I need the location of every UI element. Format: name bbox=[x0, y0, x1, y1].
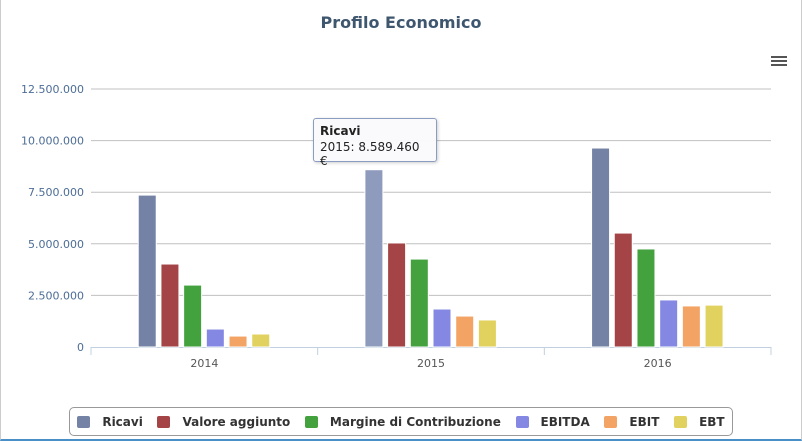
tooltip-series: Ricavi bbox=[320, 124, 361, 138]
legend-label: Margine di Contribuzione bbox=[329, 414, 501, 429]
legend-label: Ricavi bbox=[102, 414, 143, 429]
x-tick-label: 2016 bbox=[644, 357, 672, 370]
bar-ebt-2014[interactable] bbox=[251, 333, 271, 348]
legend-item[interactable]: Ricavi bbox=[77, 415, 143, 429]
legend-item[interactable]: EBITDA bbox=[515, 414, 590, 429]
y-tick-label: 2.500.000 bbox=[28, 289, 84, 302]
tooltip: Ricavi 2015: 8.589.460 € bbox=[313, 118, 437, 168]
bar-ricavi-2016[interactable] bbox=[591, 147, 611, 348]
bar-ebit-2014[interactable] bbox=[228, 335, 248, 348]
bar-ebit-2015[interactable] bbox=[455, 315, 475, 348]
bar-ricavi-2014[interactable] bbox=[137, 194, 157, 348]
y-tick-label: 5.000.000 bbox=[28, 238, 84, 251]
bar-valore-aggiunto-2015[interactable] bbox=[387, 242, 407, 348]
legend-item[interactable]: Margine di Contribuzione bbox=[304, 414, 501, 429]
x-tick-label: 2014 bbox=[190, 357, 218, 370]
legend-swatch bbox=[674, 415, 688, 428]
bar-ebt-2015[interactable] bbox=[477, 319, 497, 348]
legend-item[interactable]: EBT bbox=[674, 415, 725, 429]
chart-title: Profilo Economico bbox=[320, 13, 482, 32]
tooltip-value: 2015: 8.589.460 € bbox=[320, 140, 420, 168]
bar-margine-di-contribuzione-2014[interactable] bbox=[183, 284, 203, 348]
y-tick-label: 10.000.000 bbox=[21, 135, 84, 148]
legend-item[interactable]: Valore aggiunto bbox=[157, 415, 290, 429]
legend-label: Valore aggiunto bbox=[182, 414, 291, 429]
legend-swatch bbox=[515, 415, 529, 428]
legend-label: EBIT bbox=[629, 414, 660, 429]
x-tick-label: 2015 bbox=[417, 357, 445, 370]
legend-item[interactable]: EBIT bbox=[604, 415, 659, 429]
bar-valore-aggiunto-2016[interactable] bbox=[613, 232, 633, 348]
bar-ebitda-2014[interactable] bbox=[205, 328, 225, 348]
y-tick-label: 7.500.000 bbox=[28, 186, 84, 199]
bar-margine-di-contribuzione-2015[interactable] bbox=[409, 258, 429, 348]
bar-ebitda-2015[interactable] bbox=[432, 308, 452, 348]
y-tick-label: 0 bbox=[77, 341, 84, 354]
legend-swatch bbox=[157, 415, 171, 428]
legend-swatch bbox=[604, 415, 618, 428]
bar-ebt-2016[interactable] bbox=[704, 304, 724, 348]
legend-label: EBITDA bbox=[540, 414, 590, 429]
legend-label: EBT bbox=[699, 414, 725, 429]
bar-ricavi-2015[interactable] bbox=[364, 169, 384, 348]
bar-margine-di-contribuzione-2016[interactable] bbox=[636, 248, 656, 348]
legend-swatch bbox=[77, 415, 91, 428]
legend-swatch bbox=[304, 415, 318, 428]
legend: Ricavi Valore aggiunto Margine di Contribu… bbox=[69, 407, 733, 436]
bar-valore-aggiunto-2014[interactable] bbox=[160, 263, 180, 348]
bar-ebit-2016[interactable] bbox=[681, 305, 701, 348]
bar-ebitda-2016[interactable] bbox=[659, 299, 679, 348]
hamburger-menu-icon[interactable] bbox=[771, 54, 787, 68]
y-tick-label: 12.500.000 bbox=[21, 83, 84, 96]
